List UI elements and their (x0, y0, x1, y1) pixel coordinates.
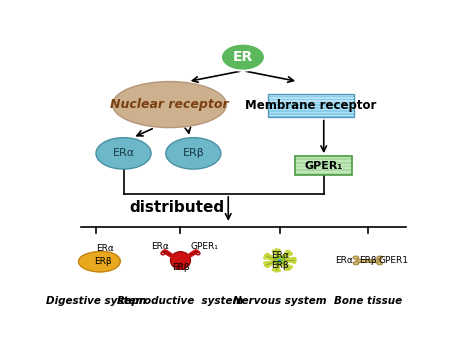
Bar (177, 264, 184, 269)
Bar (295, 156, 352, 158)
Bar (268, 105, 354, 106)
Text: ERβ: ERβ (94, 257, 112, 266)
Text: Bone tissue: Bone tissue (334, 296, 402, 306)
Ellipse shape (221, 44, 265, 71)
Text: Reproductive  system: Reproductive system (118, 296, 244, 306)
Bar (268, 110, 354, 112)
Bar (295, 156, 352, 175)
Text: ERβ: ERβ (172, 263, 189, 272)
Text: ERα: ERα (335, 256, 353, 265)
Text: ERβ: ERβ (359, 256, 377, 265)
Bar (268, 109, 354, 110)
Ellipse shape (377, 262, 383, 265)
Bar (268, 113, 354, 114)
Bar (295, 173, 352, 175)
Text: ERα: ERα (271, 251, 289, 259)
Bar (295, 162, 352, 164)
Text: GPER₁: GPER₁ (305, 161, 343, 171)
Ellipse shape (377, 256, 383, 259)
Bar (268, 96, 354, 97)
Bar (295, 168, 352, 169)
Ellipse shape (112, 82, 227, 128)
Bar (295, 171, 352, 173)
Text: ERβ: ERβ (271, 261, 289, 270)
Bar (268, 106, 354, 107)
Text: Nuclear receptor: Nuclear receptor (110, 98, 229, 111)
Bar (295, 158, 352, 160)
Bar (295, 160, 352, 162)
Bar (268, 94, 354, 118)
Text: ERβ: ERβ (182, 148, 204, 158)
Ellipse shape (274, 257, 285, 264)
Ellipse shape (353, 256, 359, 259)
Bar (268, 112, 354, 113)
Bar (268, 102, 354, 103)
Bar (268, 99, 354, 100)
Ellipse shape (161, 253, 164, 255)
Text: GPER₁: GPER₁ (191, 243, 219, 251)
Text: ERα: ERα (151, 243, 169, 251)
Bar (268, 107, 354, 109)
Bar (356, 259, 380, 262)
Ellipse shape (170, 252, 191, 269)
Bar (268, 97, 354, 99)
Text: ERα: ERα (96, 244, 114, 253)
Text: Nervous system: Nervous system (233, 296, 327, 306)
Text: ER: ER (233, 50, 253, 64)
Text: Membrane receptor: Membrane receptor (245, 99, 376, 112)
Bar (268, 114, 354, 116)
Bar (268, 116, 354, 118)
Bar (268, 94, 354, 96)
Bar (268, 100, 354, 102)
Bar (268, 103, 354, 105)
Polygon shape (79, 251, 120, 272)
Ellipse shape (96, 138, 151, 169)
Ellipse shape (196, 253, 200, 255)
Bar (295, 165, 352, 168)
Bar (295, 164, 352, 165)
Ellipse shape (278, 259, 282, 262)
Text: distributed: distributed (129, 200, 224, 215)
Text: GPER1: GPER1 (379, 256, 409, 265)
Ellipse shape (166, 138, 221, 169)
Ellipse shape (353, 262, 359, 265)
Text: ERα: ERα (112, 148, 135, 158)
Bar (295, 169, 352, 171)
Text: Digestive system: Digestive system (46, 296, 146, 306)
